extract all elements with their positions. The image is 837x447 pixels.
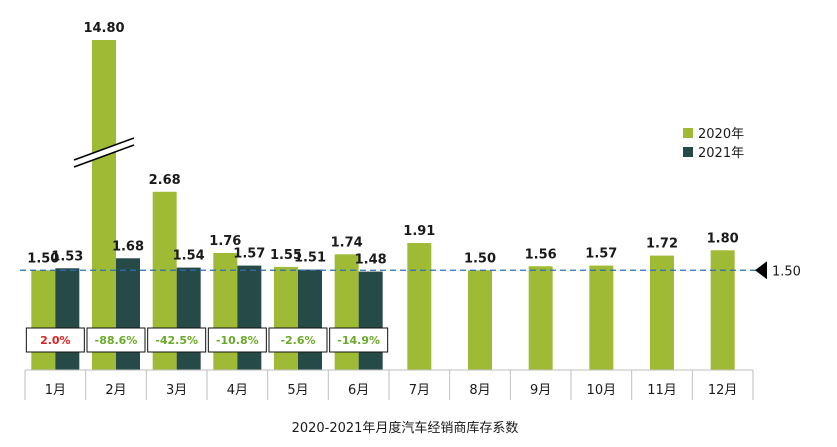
yoy-label-2: -88.6% [95,334,138,347]
yoy-box-3 [147,327,207,353]
yoy-label-6: -14.9% [337,334,380,347]
bar-2020-5 [274,266,298,370]
bar-2020-8 [468,270,492,370]
value-label-2020-3: 2.68 [149,173,181,188]
value-label-2020-7: 1.91 [403,224,435,239]
bars-layer [31,40,735,370]
x-axis: 1月 2月 3月 4月 5月 6月 7月 8月 9月 10月 11月 12月 [24,369,754,400]
x-tick-label-11: 11月 [647,383,677,398]
reference-line-group: 1.50 [20,261,801,280]
bar-2020-6 [334,254,359,370]
x-tick-label-5: 5月 [287,383,308,398]
value-label-2020-6: 1.74 [331,235,363,250]
chart-title: 2020-2021年月度汽车经销商库存系数 [292,420,519,436]
yoy-box-2 [86,327,146,353]
bar-2020-1 [31,270,56,370]
value-label-2021-4: 1.57 [233,247,265,262]
yoy-box-5 [268,327,328,353]
bar-2021-2 [116,258,140,370]
x-tick-label-1: 1月 [45,383,66,398]
value-label-2020-5: 1.55 [270,248,302,263]
legend-swatch-1 [683,128,693,138]
yoy-label-4: -10.8% [216,334,259,347]
yoy-box-6 [329,327,389,353]
value-label-2020-9: 1.56 [525,247,557,262]
bar-2021-3 [176,267,201,370]
value-label-2020-8: 1.50 [464,251,496,266]
x-tick-label-4: 4月 [227,383,248,398]
yoy-box-1 [25,327,85,353]
value-label-2020-12: 1.80 [707,231,739,246]
x-tick-label-10: 10月 [587,383,617,398]
x-tick-label-2: 2月 [105,383,126,398]
value-label-2020-1: 1.50 [27,251,59,266]
yoy-label-3: -42.5% [155,334,198,347]
value-label-2021-5: 1.51 [294,251,326,266]
legend-label-2: 2021年 [698,146,744,161]
axis-break-line-2 [73,144,135,168]
axis-break-marker [73,137,135,168]
yoy-box-4 [207,327,267,353]
x-tick-label-6: 6月 [348,383,369,398]
value-label-2020-4: 1.76 [209,234,241,249]
legend-swatch-2 [683,147,693,157]
reference-value-label: 1.50 [772,264,801,279]
bar-2020-2 [92,40,116,370]
bar-2021-5 [298,269,322,370]
axis-break-gap [74,138,134,167]
value-label-2021-3: 1.54 [173,249,205,264]
value-label-2020-11: 1.72 [646,237,678,252]
x-tick-label-12: 12月 [708,383,738,398]
legend: 2020年 2021年 [683,127,744,161]
value-label-2021-6: 1.48 [355,253,387,268]
axis-break-line-1 [73,137,135,161]
x-tick-label-3: 3月 [166,383,187,398]
value-label-2020-10: 1.57 [585,247,617,262]
yoy-label-5: -2.6% [280,334,315,347]
bar-2020-9 [528,266,553,370]
value-label-2020-2: 14.80 [83,21,124,36]
x-tick-label-9: 9月 [530,383,551,398]
x-tick-label-7: 7月 [409,383,430,398]
x-tick-label-8: 8月 [469,383,490,398]
legend-label-1: 2020年 [698,127,744,142]
bar-2021-1 [55,268,80,370]
reference-marker-icon [755,261,767,280]
yoy-change-layer: 2.0% -88.6% -42.5% -10.8% -2.6% -14.9% [25,327,389,353]
bar-2021-4 [237,265,262,370]
bar-2020-7 [407,242,432,370]
bar-2020-10 [589,265,614,370]
bar-2020-11 [650,255,674,370]
value-label-2021-1: 1.53 [51,249,83,264]
yoy-label-1: 2.0% [40,334,71,347]
bar-2020-12 [710,250,735,370]
value-label-2021-2: 1.68 [112,239,144,254]
bar-2021-6 [358,271,383,370]
